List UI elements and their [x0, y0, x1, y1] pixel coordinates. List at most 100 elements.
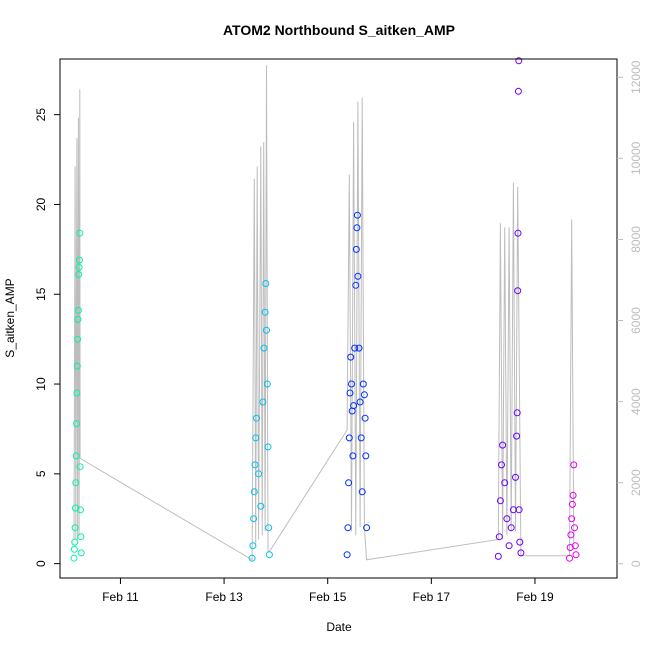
- data-point: [516, 538, 524, 546]
- data-point: [248, 554, 256, 562]
- data-point: [501, 479, 509, 487]
- data-point: [72, 452, 80, 460]
- chart-title: ATOM2 Northbound S_aitken_AMP: [223, 22, 455, 38]
- data-point: [352, 245, 360, 253]
- data-point: [571, 524, 578, 532]
- x-tick-label: Feb 11: [102, 590, 139, 604]
- data-point: [356, 398, 364, 406]
- data-point: [517, 549, 525, 557]
- series-1: [70, 229, 85, 562]
- data-point: [73, 420, 81, 428]
- y-tick-label: 5: [34, 470, 48, 477]
- x-axis-label: Date: [326, 620, 352, 634]
- series-5: [566, 461, 580, 562]
- plot-frame: [59, 58, 618, 579]
- y2-tick-label: 4000: [629, 388, 643, 415]
- data-point: [514, 287, 522, 295]
- data-point: [263, 326, 270, 334]
- data-point: [70, 545, 78, 553]
- data-point: [363, 524, 371, 532]
- data-point: [251, 461, 259, 469]
- data-point: [566, 554, 573, 562]
- data-point: [358, 488, 366, 496]
- data-point: [70, 554, 78, 562]
- data-point: [495, 533, 503, 541]
- data-point: [513, 409, 521, 417]
- data-point: [72, 479, 80, 487]
- y2-tick-label: 2000: [629, 469, 643, 496]
- data-point: [361, 414, 369, 422]
- data-point: [349, 452, 357, 460]
- data-point: [503, 515, 511, 523]
- y-tick-label: 20: [34, 197, 48, 211]
- data-point: [75, 263, 83, 271]
- secondary-series: [73, 65, 575, 561]
- data-point: [257, 502, 265, 510]
- y-tick-label: 0: [34, 560, 48, 567]
- data-point: [571, 542, 579, 550]
- data-point: [261, 308, 269, 316]
- y-tick-label: 25: [34, 108, 48, 122]
- data-point: [353, 224, 361, 232]
- data-point: [512, 473, 519, 481]
- data-point: [77, 506, 84, 514]
- data-point: [249, 542, 257, 550]
- data-point: [505, 542, 513, 550]
- x-tick-label: Feb 17: [413, 590, 451, 604]
- data-point: [348, 380, 355, 388]
- data-point: [494, 552, 502, 560]
- y2-tick-label: 8000: [629, 226, 643, 253]
- x-tick-label: Feb 13: [205, 590, 243, 604]
- data-point: [347, 353, 355, 361]
- y-axis-label: S_aitken_AMP: [3, 278, 17, 357]
- data-point: [514, 229, 522, 237]
- data-point: [354, 272, 362, 280]
- data-point: [71, 538, 79, 546]
- data-point: [259, 398, 267, 406]
- data-point: [71, 524, 79, 532]
- data-point: [345, 434, 353, 442]
- data-point: [515, 57, 523, 65]
- data-point: [250, 515, 258, 523]
- data-point: [343, 551, 351, 559]
- data-point: [77, 533, 85, 541]
- data-point: [353, 211, 361, 219]
- data-point: [264, 443, 272, 451]
- data-point: [352, 281, 360, 289]
- data-point: [357, 434, 365, 442]
- data-point: [73, 362, 81, 370]
- secondary-line: [73, 65, 575, 561]
- data-point: [360, 391, 368, 399]
- data-point: [572, 551, 580, 559]
- data-point: [75, 271, 83, 278]
- data-point: [74, 335, 82, 343]
- data-point: [515, 506, 523, 514]
- data-point: [569, 491, 577, 499]
- x-tick-label: Feb 15: [309, 590, 347, 604]
- data-point: [362, 452, 370, 460]
- data-point: [355, 344, 363, 352]
- data-point: [255, 470, 263, 478]
- data-point: [359, 380, 367, 388]
- data-point: [350, 402, 358, 410]
- data-point: [570, 461, 578, 469]
- data-point: [76, 229, 84, 237]
- data-point: [344, 524, 352, 532]
- data-point: [250, 488, 258, 496]
- data-point: [346, 389, 354, 397]
- data-point: [498, 461, 505, 469]
- data-point: [73, 389, 81, 397]
- y-tick-label: 15: [34, 287, 48, 301]
- data-point: [263, 380, 271, 388]
- data-point: [507, 524, 515, 532]
- data-point: [252, 434, 260, 442]
- y2-tick-label: 10000: [629, 141, 643, 175]
- data-point: [496, 497, 504, 505]
- data-point: [76, 463, 84, 471]
- data-point: [74, 315, 82, 323]
- axes: Feb 11 Feb 13 Feb 15 Feb 17 Feb 19 0 5 10 15 20 25…: [34, 58, 643, 604]
- y2-tick-label: 12000: [629, 60, 643, 94]
- data-point: [513, 432, 521, 440]
- data-point: [568, 515, 576, 523]
